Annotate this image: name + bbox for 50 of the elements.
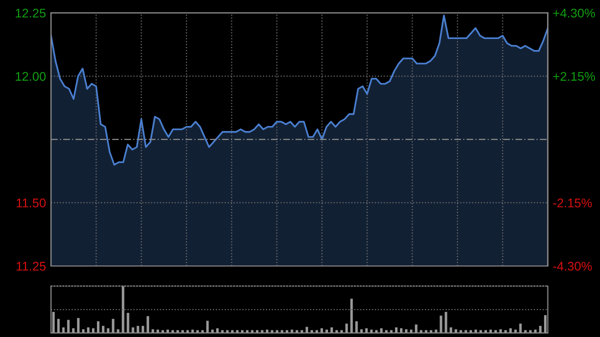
- bar: [122, 286, 124, 333]
- bar: [534, 330, 537, 333]
- bar: [499, 329, 502, 333]
- bar: [444, 312, 448, 333]
- bar: [67, 320, 70, 333]
- bar: [266, 330, 268, 333]
- bar: [191, 330, 194, 333]
- y-tick-label: 12.25: [16, 8, 46, 18]
- bar: [434, 330, 438, 333]
- y2-tick-label: -2.15%: [553, 198, 592, 208]
- bar: [474, 330, 478, 333]
- bar: [96, 321, 100, 333]
- bar: [136, 326, 140, 333]
- bar: [345, 324, 348, 333]
- bar: [544, 315, 547, 333]
- bar: [102, 326, 104, 333]
- bar: [489, 330, 492, 333]
- bar: [454, 329, 458, 333]
- bar: [116, 329, 120, 333]
- y-tick-label: 11.25: [16, 262, 46, 271]
- bar: [404, 329, 408, 333]
- bar: [146, 316, 150, 333]
- bar: [306, 326, 308, 333]
- bar: [57, 318, 60, 333]
- bar: [355, 321, 358, 333]
- bar: [370, 330, 373, 333]
- bar: [539, 326, 542, 333]
- y2-tick-label: -4.30%: [553, 262, 592, 271]
- bar: [52, 312, 55, 333]
- y-tick-label: 11.50: [16, 198, 46, 208]
- bar: [325, 330, 328, 333]
- y2-tick-label: +2.15%: [553, 72, 595, 81]
- bar: [82, 329, 85, 333]
- bar: [519, 324, 522, 333]
- bar: [514, 330, 517, 333]
- bar: [152, 329, 154, 333]
- y-tick-label: 12.00: [16, 72, 46, 81]
- y2-tick-label: +4.30%: [553, 8, 595, 18]
- bar: [112, 318, 114, 333]
- bar: [440, 316, 442, 333]
- bar: [410, 330, 412, 333]
- bar: [77, 318, 80, 333]
- bar: [290, 330, 294, 333]
- bar: [156, 330, 160, 333]
- bar: [142, 326, 144, 333]
- bar: [211, 330, 214, 333]
- bar: [206, 320, 209, 333]
- bar: [166, 330, 169, 333]
- bar: [414, 324, 418, 333]
- bar: [350, 298, 353, 333]
